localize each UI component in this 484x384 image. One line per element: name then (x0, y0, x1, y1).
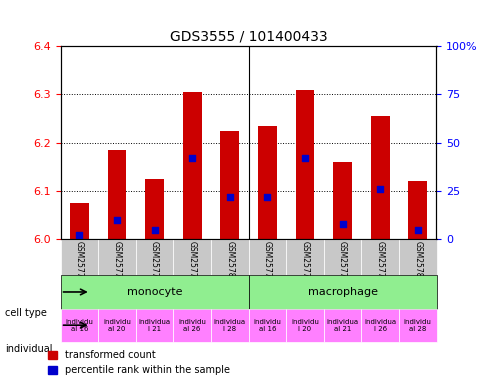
Title: GDS3555 / 101400433: GDS3555 / 101400433 (169, 30, 327, 43)
Text: GSM257799: GSM257799 (375, 241, 384, 287)
FancyBboxPatch shape (398, 309, 436, 342)
Bar (145, 179, 164, 239)
Point (76, 232, 83, 238)
Point (188, 155, 196, 161)
Point (113, 217, 121, 223)
FancyBboxPatch shape (136, 239, 173, 275)
FancyBboxPatch shape (361, 239, 398, 275)
FancyBboxPatch shape (398, 239, 436, 275)
Text: GSM257797: GSM257797 (337, 241, 347, 287)
Text: individu
al 16: individu al 16 (65, 319, 93, 332)
FancyBboxPatch shape (286, 309, 323, 342)
Bar (70, 203, 89, 239)
FancyBboxPatch shape (173, 239, 211, 275)
Bar (333, 162, 351, 239)
Legend: transformed count, percentile rank within the sample: transformed count, percentile rank withi… (44, 346, 233, 379)
Bar (257, 126, 276, 239)
Text: GSM257795: GSM257795 (300, 241, 309, 287)
Text: monocyte: monocyte (127, 287, 182, 297)
Text: individu
al 16: individu al 16 (253, 319, 281, 332)
FancyBboxPatch shape (211, 239, 248, 275)
Point (226, 194, 233, 200)
Text: GSM257796: GSM257796 (150, 241, 159, 287)
FancyBboxPatch shape (248, 309, 286, 342)
Point (338, 221, 346, 227)
FancyBboxPatch shape (98, 309, 136, 342)
Text: individua
al 21: individua al 21 (326, 319, 358, 332)
FancyBboxPatch shape (60, 239, 98, 275)
Text: individu
l 20: individu l 20 (290, 319, 318, 332)
FancyBboxPatch shape (60, 309, 98, 342)
Text: individua
l 28: individua l 28 (213, 319, 245, 332)
Bar (107, 150, 126, 239)
Text: GSM257805: GSM257805 (412, 241, 422, 287)
FancyBboxPatch shape (323, 309, 361, 342)
Text: GSM257798: GSM257798 (187, 241, 197, 287)
Text: individu
al 28: individu al 28 (403, 319, 431, 332)
Bar (182, 92, 201, 239)
Point (413, 227, 421, 233)
FancyBboxPatch shape (361, 309, 398, 342)
FancyBboxPatch shape (98, 239, 136, 275)
FancyBboxPatch shape (211, 309, 248, 342)
Text: GSM257794: GSM257794 (112, 241, 121, 287)
Bar (295, 89, 314, 239)
FancyBboxPatch shape (60, 275, 248, 309)
Bar (370, 116, 389, 239)
Point (301, 155, 308, 161)
Text: individual: individual (5, 344, 52, 354)
Text: GSM257770: GSM257770 (75, 241, 84, 287)
Text: individua
l 21: individua l 21 (138, 319, 170, 332)
Point (263, 194, 271, 200)
Bar (408, 181, 426, 239)
FancyBboxPatch shape (323, 239, 361, 275)
Text: macrophage: macrophage (307, 287, 377, 297)
FancyBboxPatch shape (248, 275, 436, 309)
Bar (220, 131, 239, 239)
FancyBboxPatch shape (173, 309, 211, 342)
FancyBboxPatch shape (286, 239, 323, 275)
FancyBboxPatch shape (136, 309, 173, 342)
Text: GSM257793: GSM257793 (262, 241, 272, 287)
Text: individua
l 26: individua l 26 (363, 319, 395, 332)
Point (376, 186, 383, 192)
FancyBboxPatch shape (248, 239, 286, 275)
Text: individu
al 26: individu al 26 (178, 319, 206, 332)
Text: cell type: cell type (5, 308, 46, 318)
Text: individu
al 20: individu al 20 (103, 319, 131, 332)
Point (151, 227, 158, 233)
Text: GSM257801: GSM257801 (225, 241, 234, 287)
